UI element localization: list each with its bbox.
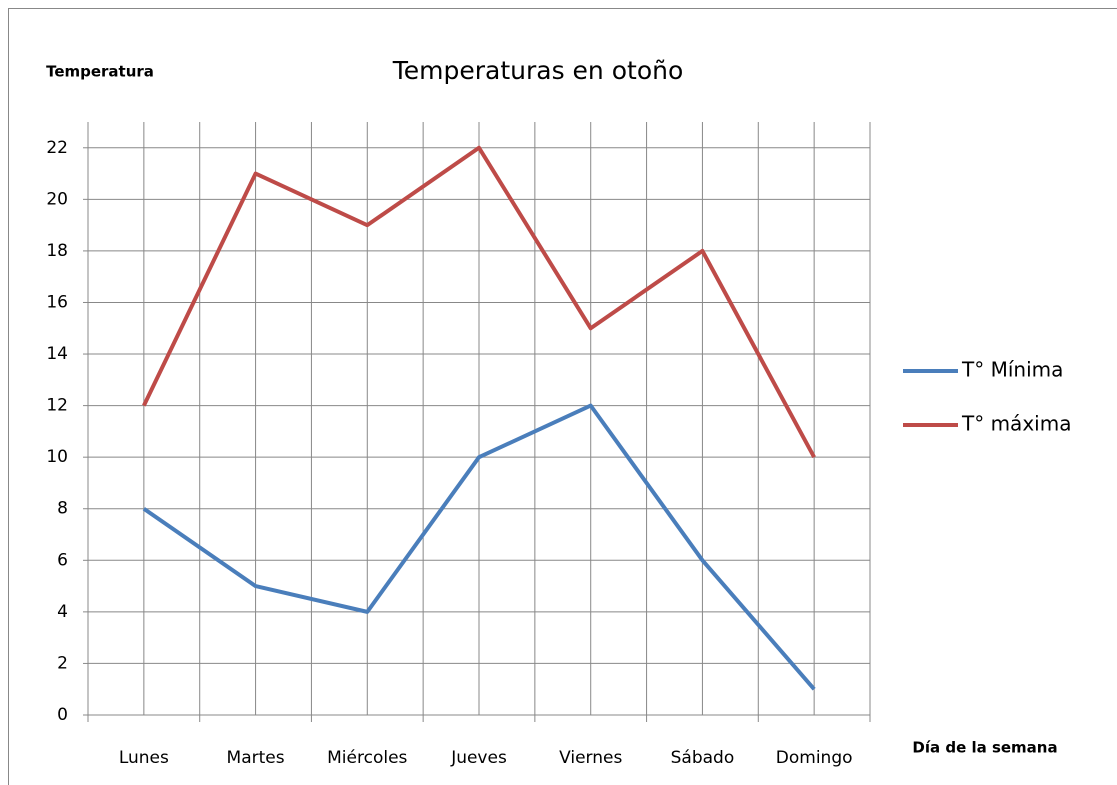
y-tick-label: 12 xyxy=(46,396,68,416)
series-line xyxy=(142,145,816,459)
chart-title: Temperaturas en otoño xyxy=(392,56,684,85)
x-tick-label: Lunes xyxy=(119,748,169,768)
x-tick-label: Viernes xyxy=(559,748,622,768)
y-tick-label: 2 xyxy=(57,653,68,673)
x-tick-label: Jueves xyxy=(450,748,507,768)
y-tick-label: 4 xyxy=(57,602,68,622)
y-tick-label: 0 xyxy=(57,705,68,725)
x-axis-label: Día de la semana xyxy=(912,739,1057,757)
y-tick-label: 10 xyxy=(46,447,68,467)
x-tick-label: Sábado xyxy=(671,748,735,768)
series-line xyxy=(142,403,816,691)
legend-label: T° máxima xyxy=(961,412,1071,436)
y-tick-label: 22 xyxy=(46,138,68,158)
x-tick-label: Martes xyxy=(227,748,285,768)
y-tick-label: 20 xyxy=(46,189,68,209)
legend-label: T° Mínima xyxy=(961,358,1063,382)
y-axis-label: Temperatura xyxy=(46,63,154,81)
x-tick-label: Miércoles xyxy=(327,748,407,768)
chart-border xyxy=(8,8,1117,785)
y-tick-label: 16 xyxy=(46,292,68,312)
y-tick-label: 6 xyxy=(57,550,68,570)
y-tick-label: 18 xyxy=(46,241,68,261)
y-tick-label: 8 xyxy=(57,499,68,519)
x-tick-label: Domingo xyxy=(776,748,853,768)
y-tick-label: 14 xyxy=(46,344,68,364)
